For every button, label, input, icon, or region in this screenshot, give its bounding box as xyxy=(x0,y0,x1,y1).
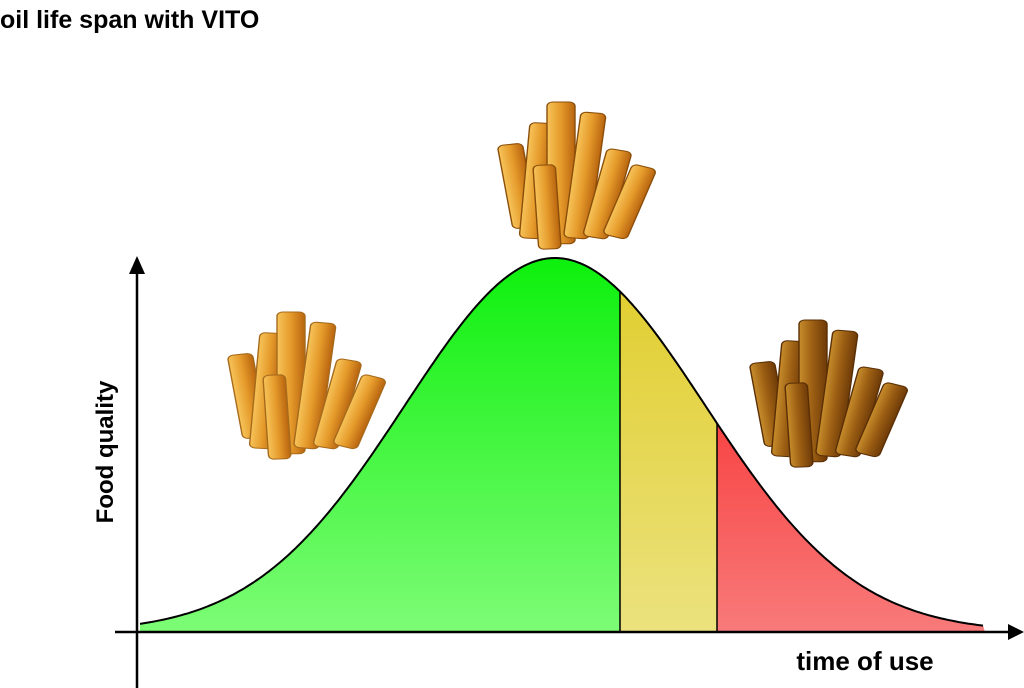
fresh-fries-icon xyxy=(496,101,658,251)
bell-curve xyxy=(139,257,984,627)
burnt-fries-icon xyxy=(748,319,910,469)
y-axis-label: Food quality xyxy=(92,380,119,523)
y-axis-arrow xyxy=(129,256,145,274)
good-fries-icon xyxy=(226,311,388,461)
x-axis-arrow xyxy=(1008,624,1024,640)
x-axis-label: time of use xyxy=(796,646,933,676)
title: oil life span with VITO xyxy=(0,6,259,34)
